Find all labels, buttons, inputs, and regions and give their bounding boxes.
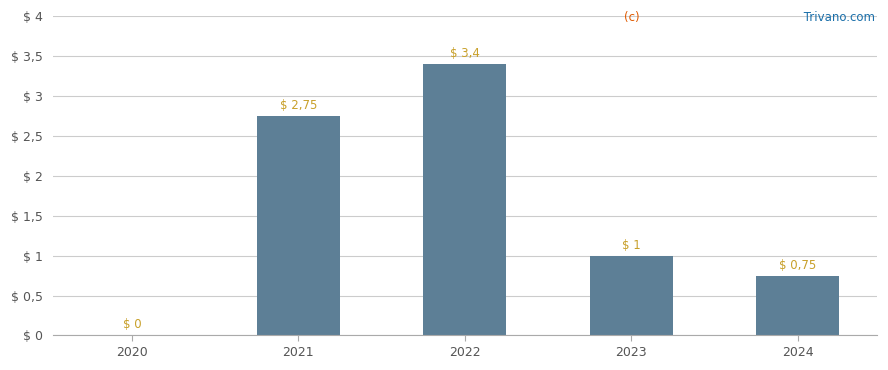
- Text: Trivano.com: Trivano.com: [800, 11, 875, 24]
- Bar: [257, 116, 340, 336]
- Bar: [424, 64, 506, 336]
- Text: $ 0: $ 0: [123, 319, 141, 332]
- Text: $ 1: $ 1: [622, 239, 641, 252]
- Text: (c): (c): [624, 11, 640, 24]
- Text: $ 3,4: $ 3,4: [450, 47, 480, 60]
- Bar: [757, 276, 839, 336]
- Text: $ 0,75: $ 0,75: [779, 259, 816, 272]
- Text: $ 2,75: $ 2,75: [280, 99, 317, 112]
- Bar: [590, 256, 673, 336]
